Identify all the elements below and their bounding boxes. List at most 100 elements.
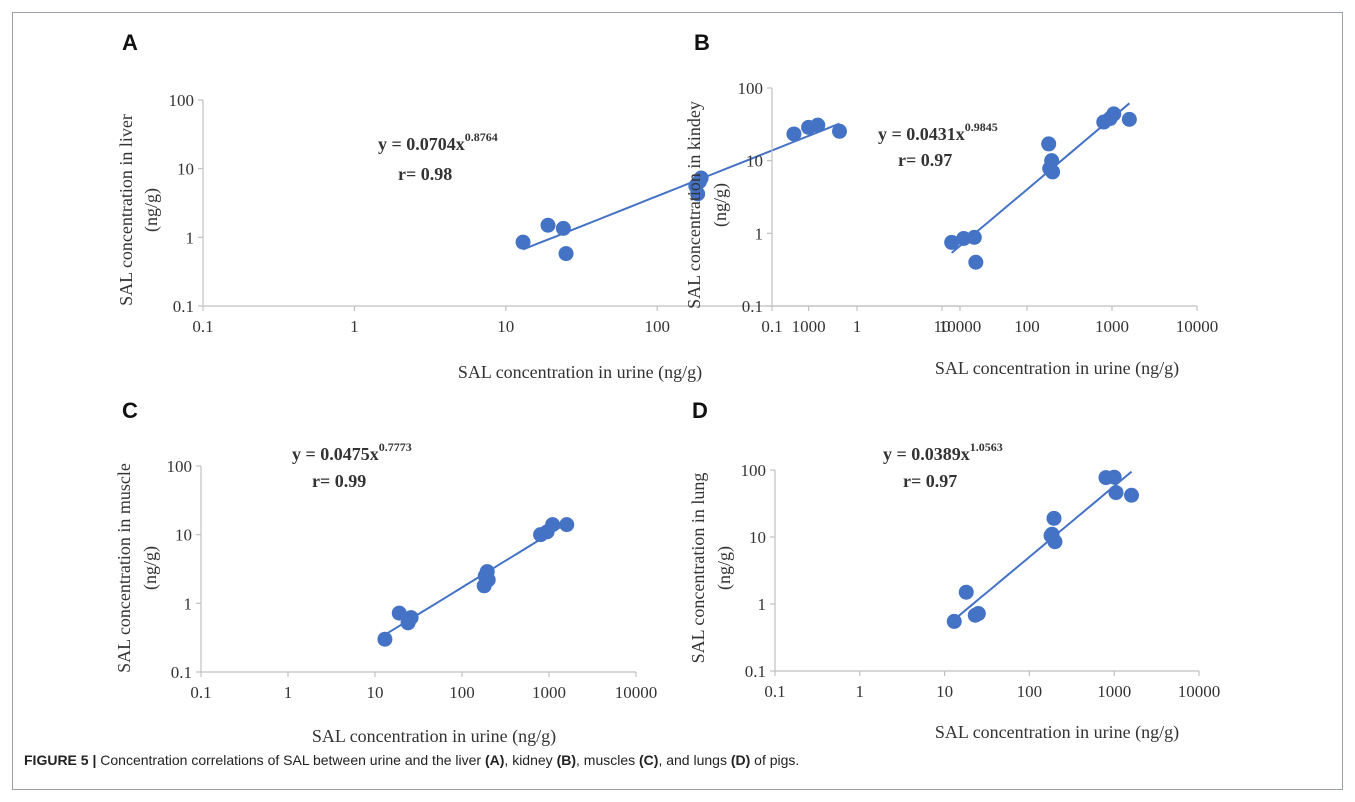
panel-a-data-point bbox=[540, 217, 556, 233]
panel-c-x-axis-label: SAL concentration in urine (ng/g) bbox=[312, 726, 556, 747]
panel-d-y-tick-label: 10 bbox=[749, 528, 766, 547]
panel-c: C 0.1 1 10 100 1000 10000 0.1 1 10 100 SAL concentr… bbox=[114, 398, 657, 747]
panel-d-y-tick-label: 1 bbox=[758, 595, 767, 614]
panel-d-data-point bbox=[1047, 534, 1063, 550]
panel-d-data-point bbox=[1108, 485, 1124, 501]
panel-d-x-tick-label: 10000 bbox=[1178, 682, 1221, 701]
caption-text: (C) bbox=[639, 752, 659, 768]
panel-d-data-point bbox=[1046, 510, 1062, 526]
caption-text: (B) bbox=[556, 752, 576, 768]
panel-c-data-point bbox=[559, 517, 575, 533]
panel-a-y-tick-label: 100 bbox=[169, 91, 195, 110]
caption-text: of pigs. bbox=[750, 752, 800, 768]
panel-b-x-axis-label: SAL concentration in urine (ng/g) bbox=[935, 358, 1179, 379]
caption-text: , and lungs bbox=[658, 752, 731, 768]
panel-a-x-tick-label: 1 bbox=[350, 317, 359, 336]
panel-b-r-value: r= 0.97 bbox=[898, 150, 952, 170]
panel-d-r-value: r= 0.97 bbox=[903, 471, 957, 491]
panel-a-letter: A bbox=[122, 30, 138, 55]
panel-d-y-tick-label: 100 bbox=[741, 461, 767, 480]
panel-b-data-point bbox=[944, 234, 960, 250]
panel-a-data-point bbox=[786, 126, 802, 142]
panel-a-x-axis-label: SAL concentration in urine (ng/g) bbox=[458, 362, 702, 383]
panel-d-x-tick-label: 100 bbox=[1017, 682, 1043, 701]
panel-a-data-point bbox=[832, 123, 848, 139]
panel-b-equation-base: y = 0.0431x bbox=[878, 124, 965, 144]
panel-c-y-axis-label: SAL concentration in muscle bbox=[114, 463, 134, 673]
panel-d-y-axis-unit: (ng/g) bbox=[714, 546, 735, 590]
panel-d-x-tick-label: 10 bbox=[936, 682, 953, 701]
panel-c-x-tick-label: 10000 bbox=[615, 683, 658, 702]
panel-c-equation-base: y = 0.0475x bbox=[292, 444, 379, 464]
panel-a-equation-exponent: 0.8764 bbox=[465, 130, 498, 144]
panel-c-y-tick-label: 0.1 bbox=[171, 663, 192, 682]
panel-a-x-tick-label: 10000 bbox=[939, 317, 982, 336]
panel-a-equation: y = 0.0704x0.8764 bbox=[378, 130, 498, 154]
panel-b-y-tick-label: 1 bbox=[755, 224, 764, 243]
panel-a-data-point bbox=[555, 220, 571, 236]
panel-b-y-tick-label: 0.1 bbox=[742, 297, 763, 316]
panel-a-data-point bbox=[810, 117, 826, 133]
panel-a-x-tick-label: 10 bbox=[497, 317, 514, 336]
panel-d-letter: D bbox=[692, 398, 708, 423]
panel-c-data-point bbox=[403, 610, 419, 626]
panel-b-letter: B bbox=[694, 30, 710, 55]
panel-b-y-axis-unit: (ng/g) bbox=[710, 183, 731, 227]
panel-d-x-tick-label: 1000 bbox=[1097, 682, 1131, 701]
panel-a-x-tick-label: 100 bbox=[644, 317, 670, 336]
panel-d-equation: y = 0.0389x1.0563 bbox=[883, 440, 1003, 464]
panel-b-data-point bbox=[1045, 164, 1061, 180]
panel-d: D 0.1 1 10 100 1000 10000 0.1 1 10 100 SAL concentr… bbox=[688, 398, 1220, 743]
panel-a-x-tick-label: 0.1 bbox=[192, 317, 213, 336]
panel-d-data-point bbox=[1106, 469, 1122, 485]
panel-b-x-tick-label: 1000 bbox=[1095, 317, 1129, 336]
panel-b-x-tick-label: 10 bbox=[934, 317, 951, 336]
caption-text: Concentration correlations of SAL betwee… bbox=[96, 752, 485, 768]
panel-a-y-tick-label: 10 bbox=[177, 160, 194, 179]
panel-a-y-axis-unit: (ng/g) bbox=[141, 188, 162, 232]
panel-c-x-tick-label: 0.1 bbox=[190, 683, 211, 702]
panel-b-data-point bbox=[1041, 136, 1057, 152]
panel-d-data-point bbox=[970, 606, 986, 622]
panel-a: A 0.1 1 10 100 1000 10000 0.1 1 10 100 SAL concentr… bbox=[116, 30, 981, 383]
panel-a-data-point bbox=[515, 234, 531, 250]
panel-c-data-point bbox=[545, 517, 561, 533]
panel-b-x-tick-label: 1 bbox=[853, 317, 862, 336]
panel-d-x-tick-label: 0.1 bbox=[764, 682, 785, 701]
panel-c-letter: C bbox=[122, 398, 138, 423]
panel-b-x-tick-label: 100 bbox=[1014, 317, 1040, 336]
panel-b-data-point bbox=[966, 229, 982, 245]
panel-d-y-axis-label: SAL concentration in lung bbox=[688, 473, 708, 664]
caption-text: (A) bbox=[484, 752, 505, 768]
panel-c-data-point bbox=[391, 605, 407, 621]
caption-text: , kidney bbox=[504, 752, 557, 768]
caption-label: FIGURE 5 | bbox=[24, 752, 97, 768]
panel-c-data-point bbox=[480, 572, 496, 588]
panel-b: B 0.1 1 10 100 1000 10000 0.1 1 10 100 SAL concentr… bbox=[684, 30, 1218, 379]
panel-b-data-point bbox=[1121, 111, 1137, 127]
panel-d-equation-base: y = 0.0389x bbox=[883, 444, 970, 464]
panel-d-trendline bbox=[953, 470, 1133, 621]
figure-frame bbox=[12, 12, 1343, 790]
panel-a-y-tick-label: 1 bbox=[186, 228, 195, 247]
panel-b-data-point bbox=[1106, 106, 1122, 122]
panel-c-x-tick-label: 1000 bbox=[532, 683, 566, 702]
panel-d-y-tick-label: 0.1 bbox=[745, 662, 766, 681]
caption-text: (D) bbox=[730, 752, 751, 768]
panel-c-equation-exponent: 0.7773 bbox=[379, 440, 412, 454]
panel-d-x-tick-label: 1 bbox=[856, 682, 865, 701]
figure-caption: FIGURE 5 | Concentration correlations of… bbox=[24, 752, 799, 768]
panel-c-y-tick-label: 1 bbox=[184, 594, 193, 613]
panel-a-data-point bbox=[693, 170, 709, 186]
panel-b-y-axis-label: SAL concentration in kindey bbox=[684, 101, 704, 309]
panel-b-equation-exponent: 0.9845 bbox=[965, 120, 998, 134]
panel-d-data-point bbox=[958, 584, 974, 600]
panel-a-y-axis-label: SAL concentration in liver bbox=[116, 114, 136, 306]
panel-b-x-tick-label: 10000 bbox=[1176, 317, 1219, 336]
panel-c-data-point bbox=[377, 631, 393, 647]
panel-b-data-point bbox=[1044, 153, 1060, 169]
panel-a-r-value: r= 0.98 bbox=[398, 164, 452, 184]
panel-c-x-tick-label: 100 bbox=[449, 683, 475, 702]
panel-c-y-tick-label: 10 bbox=[175, 526, 192, 545]
